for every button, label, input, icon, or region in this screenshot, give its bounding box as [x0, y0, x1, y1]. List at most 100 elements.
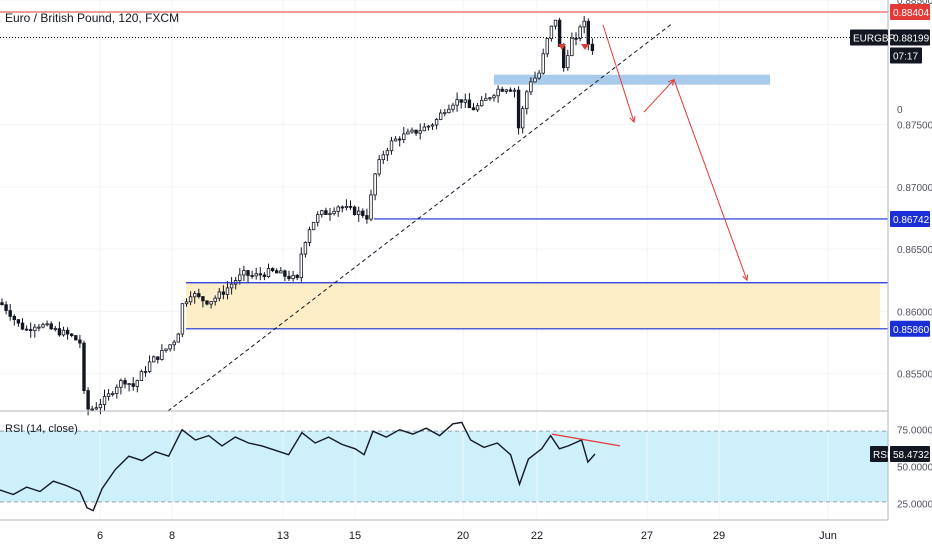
- rsi-line: [0, 421, 596, 512]
- candle: [151, 356, 156, 363]
- candle: [504, 89, 508, 92]
- candle: [455, 99, 459, 106]
- candle: [139, 371, 144, 381]
- candle: [496, 88, 500, 97]
- candle: [147, 361, 152, 372]
- arrow-head: [629, 116, 636, 124]
- candle: [422, 126, 426, 132]
- candle: [426, 125, 431, 128]
- candle: [225, 287, 230, 295]
- projection-arrow: [673, 79, 748, 281]
- candle: [488, 97, 492, 100]
- projection-arrow: [602, 24, 635, 123]
- candle: [82, 342, 86, 391]
- candle: [447, 108, 451, 114]
- candle: [381, 154, 385, 161]
- candle: [172, 341, 176, 346]
- candle: [553, 19, 558, 27]
- candle: [90, 408, 94, 411]
- price-axis[interactable]: 0.88500 0.87500 0.87000 0.86500 0.86000 0.855…: [897, 0, 932, 381]
- rsi-label: RSI (14, close): [5, 423, 78, 435]
- candle: [299, 253, 303, 279]
- candle: [295, 274, 299, 279]
- candle: [492, 95, 496, 99]
- projection-arrow: [643, 79, 675, 113]
- price-tick-label: 0.85500: [897, 370, 932, 381]
- time-tick-label: 8: [169, 530, 175, 542]
- candle: [574, 37, 578, 40]
- candle: [438, 112, 443, 120]
- candle: [192, 293, 197, 298]
- candle: [516, 89, 521, 129]
- candle: [566, 55, 570, 69]
- candle: [443, 112, 447, 115]
- candle: [160, 350, 164, 360]
- time-axis[interactable]: 6 8 13 15 20 22 27 29 Jun: [97, 530, 837, 542]
- countdown-tag-text: 07:17: [893, 51, 918, 62]
- rsi-value-tag: 58.4732: [890, 446, 930, 463]
- candle: [12, 315, 16, 321]
- candle: [537, 72, 541, 79]
- candle: [201, 296, 205, 302]
- candle: [410, 129, 414, 133]
- candle: [348, 205, 353, 208]
- level-2-tag-text: 0.85860: [893, 325, 930, 336]
- candle: [336, 206, 340, 212]
- candle: [61, 329, 66, 336]
- candle: [86, 390, 90, 410]
- candle: [164, 348, 168, 351]
- top-marker: [581, 44, 589, 50]
- candle: [508, 89, 513, 92]
- candle: [578, 26, 582, 39]
- candle: [311, 221, 316, 231]
- candle: [65, 329, 70, 335]
- candle: [406, 131, 410, 135]
- candle: [332, 210, 336, 214]
- candle: [213, 297, 217, 302]
- rsi-axis[interactable]: 75.0000 50.0000 25.0000: [897, 426, 932, 511]
- candle: [184, 301, 189, 305]
- candle: [283, 270, 287, 277]
- chart-title: Euro / British Pound, 120, FXCM: [5, 11, 179, 25]
- candle: [37, 326, 41, 329]
- candle: [258, 273, 262, 276]
- rsi-tag: RSI: [870, 446, 890, 463]
- price-tick-label: 0.86500: [897, 245, 932, 256]
- candle: [525, 91, 529, 110]
- candle: [389, 140, 394, 152]
- candle: [98, 404, 103, 409]
- price-tick-label-partial: 0: [897, 105, 903, 116]
- trendline: [167, 23, 673, 412]
- candle: [131, 383, 135, 387]
- time-tick-label: 20: [457, 530, 469, 542]
- candles-layer: [0, 16, 595, 416]
- arrow-head: [668, 78, 675, 86]
- candle: [262, 274, 267, 278]
- symbol-tag-text: EURGBP: [853, 33, 896, 44]
- candle: [143, 371, 148, 373]
- level-1-tag: 0.86742: [890, 210, 930, 227]
- candle: [111, 393, 115, 395]
- candle: [250, 275, 254, 277]
- candle: [393, 138, 398, 142]
- candle: [356, 210, 361, 216]
- candle: [344, 205, 349, 209]
- current-price-tag-bg: [890, 29, 930, 46]
- candle: [385, 150, 390, 156]
- candle: [533, 77, 537, 83]
- candle: [74, 335, 78, 341]
- candle: [188, 296, 193, 303]
- candle: [529, 81, 533, 93]
- candle: [500, 88, 504, 92]
- candle: [123, 380, 127, 385]
- price-tick-label: 0.86000: [897, 307, 932, 318]
- candle: [434, 119, 439, 126]
- candle: [246, 270, 250, 276]
- candle: [20, 322, 25, 330]
- candle: [221, 291, 226, 295]
- level-2-tag-bg: [890, 320, 930, 337]
- candle: [168, 344, 172, 350]
- candle: [512, 89, 517, 92]
